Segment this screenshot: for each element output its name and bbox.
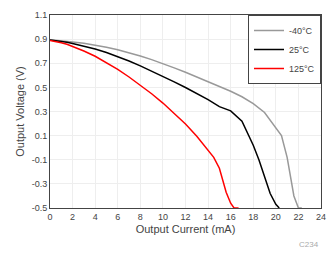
svg-text:24: 24	[316, 212, 326, 222]
svg-text:1.1: 1.1	[35, 10, 48, 20]
svg-text:0.7: 0.7	[35, 58, 48, 68]
svg-text:0.5: 0.5	[35, 83, 48, 93]
svg-text:25°C: 25°C	[289, 45, 310, 55]
svg-text:2: 2	[70, 212, 75, 222]
svg-text:4: 4	[93, 212, 98, 222]
svg-text:22: 22	[293, 212, 303, 222]
svg-text:0.3: 0.3	[35, 107, 48, 117]
svg-text:C234: C234	[299, 240, 319, 249]
svg-text:0.1: 0.1	[35, 131, 48, 141]
svg-text:-40°C: -40°C	[289, 26, 313, 36]
svg-text:-0.5: -0.5	[32, 203, 48, 213]
svg-text:6: 6	[115, 212, 120, 222]
svg-text:12: 12	[180, 212, 190, 222]
svg-text:14: 14	[203, 212, 213, 222]
svg-text:10: 10	[158, 212, 168, 222]
svg-text:16: 16	[226, 212, 236, 222]
svg-text:20: 20	[271, 212, 281, 222]
svg-text:Output Current (mA): Output Current (mA)	[136, 223, 236, 235]
svg-text:Output Voltage (V): Output Voltage (V)	[14, 66, 26, 157]
svg-text:0: 0	[47, 212, 52, 222]
svg-text:18: 18	[248, 212, 258, 222]
svg-text:8: 8	[138, 212, 143, 222]
svg-text:-0.1: -0.1	[32, 155, 48, 165]
svg-text:0.9: 0.9	[35, 34, 48, 44]
svg-text:-0.3: -0.3	[32, 179, 48, 189]
svg-text:125°C: 125°C	[289, 64, 315, 74]
